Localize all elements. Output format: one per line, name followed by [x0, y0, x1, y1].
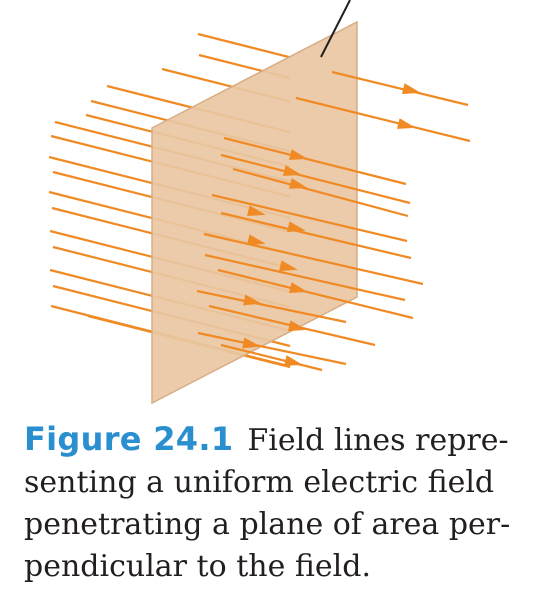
- field-arrowhead: [401, 83, 421, 94]
- figure-number-label: Figure 24.1: [24, 420, 234, 458]
- field-line-front: [220, 343, 323, 372]
- field-line-front: [204, 253, 406, 302]
- field-line-front: [211, 193, 408, 243]
- field-arrowhead: [288, 149, 308, 160]
- field-arrowhead: [247, 234, 266, 246]
- caption-text-line-1: Field lines repre-: [247, 423, 509, 458]
- field-arrowhead: [287, 221, 306, 233]
- caption-text-line-4: pendicular to the field.: [24, 549, 371, 584]
- area-label-pointer-line: [320, 0, 351, 58]
- field-line-front: [220, 153, 411, 205]
- field-line-front: [196, 289, 347, 324]
- field-arrowhead: [243, 294, 262, 306]
- field-arrowhead: [247, 205, 266, 217]
- field-arrowhead: [279, 260, 298, 272]
- field-arrowhead: [242, 337, 261, 349]
- field-line-front: [197, 331, 347, 366]
- figure-caption: Figure 24.1 Field lines repre- senting a …: [24, 418, 544, 588]
- field-arrowhead: [283, 355, 303, 366]
- electric-field-diagram: [48, 0, 471, 405]
- field-line-front: [220, 211, 412, 260]
- field-line-front: [203, 232, 424, 286]
- caption-text-line-3: penetrating a plane of area per-: [24, 507, 511, 542]
- field-arrowhead: [288, 282, 308, 293]
- field-line-front: [223, 136, 407, 186]
- field-line-front: [232, 167, 409, 218]
- field-arrowhead: [282, 165, 302, 176]
- field-line-front: [208, 304, 376, 347]
- caption-text-line-2: senting a uniform electric field: [24, 465, 495, 500]
- field-line-front: [295, 96, 471, 143]
- field-lines-front-of-plane: [196, 70, 471, 372]
- field-line-front: [217, 268, 414, 320]
- field-line-behind: [197, 32, 291, 59]
- field-arrowhead: [288, 178, 308, 189]
- field-arrowhead: [396, 118, 416, 129]
- field-arrowhead: [288, 320, 307, 332]
- field-line-front: [331, 70, 469, 107]
